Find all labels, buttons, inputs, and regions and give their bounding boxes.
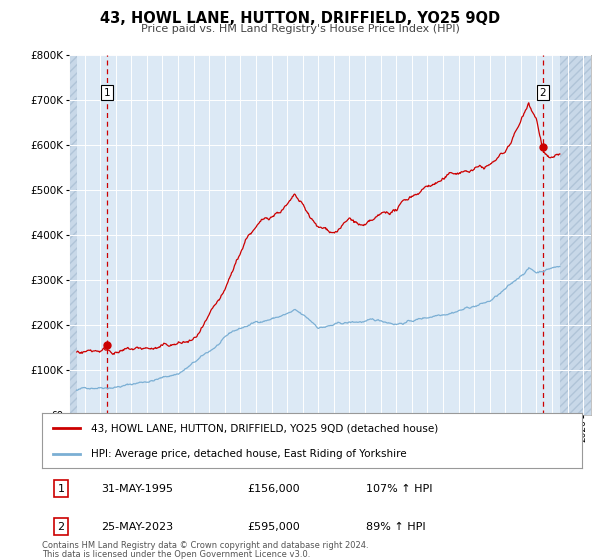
Text: 43, HOWL LANE, HUTTON, DRIFFIELD, YO25 9QD: 43, HOWL LANE, HUTTON, DRIFFIELD, YO25 9… [100, 11, 500, 26]
Text: 43, HOWL LANE, HUTTON, DRIFFIELD, YO25 9QD (detached house): 43, HOWL LANE, HUTTON, DRIFFIELD, YO25 9… [91, 423, 438, 433]
Text: £595,000: £595,000 [247, 522, 300, 532]
Text: HPI: Average price, detached house, East Riding of Yorkshire: HPI: Average price, detached house, East… [91, 449, 406, 459]
Text: 25-MAY-2023: 25-MAY-2023 [101, 522, 173, 532]
Bar [69, 55, 77, 415]
Text: 1: 1 [58, 484, 64, 494]
Text: Price paid vs. HM Land Registry's House Price Index (HPI): Price paid vs. HM Land Registry's House … [140, 24, 460, 34]
Text: 2: 2 [539, 88, 546, 98]
Text: 89% ↑ HPI: 89% ↑ HPI [366, 522, 425, 532]
Text: 107% ↑ HPI: 107% ↑ HPI [366, 484, 433, 494]
Text: 31-MAY-1995: 31-MAY-1995 [101, 484, 173, 494]
Text: £156,000: £156,000 [247, 484, 300, 494]
Text: Contains HM Land Registry data © Crown copyright and database right 2024.: Contains HM Land Registry data © Crown c… [42, 541, 368, 550]
Text: 2: 2 [58, 522, 64, 532]
Text: This data is licensed under the Open Government Licence v3.0.: This data is licensed under the Open Gov… [42, 550, 310, 559]
Bar [560, 55, 591, 415]
Text: 1: 1 [103, 88, 110, 98]
